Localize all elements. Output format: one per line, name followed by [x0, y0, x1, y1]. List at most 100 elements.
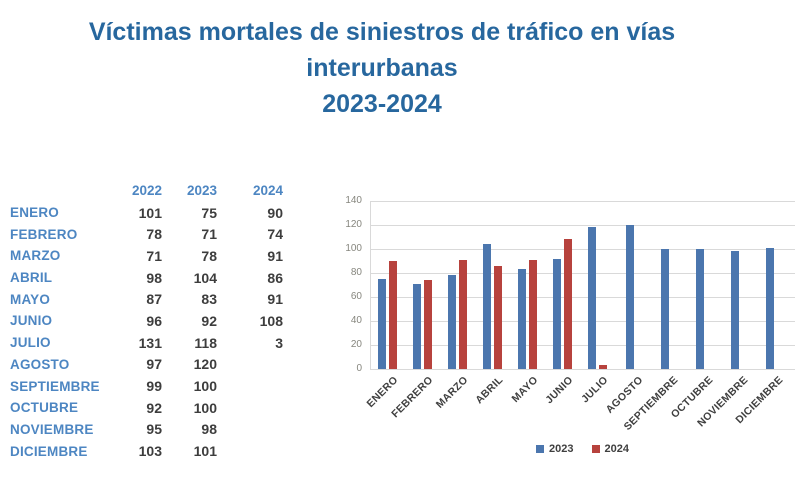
- month-label: OCTUBRE: [10, 400, 79, 416]
- x-axis-label: MARZO: [433, 374, 470, 411]
- month-label: FEBRERO: [10, 226, 78, 242]
- bar-2024: [424, 280, 432, 369]
- month-label: ABRIL: [10, 270, 53, 286]
- month-label: JUNIO: [10, 313, 53, 329]
- bar-2024: [599, 365, 607, 369]
- value-2023: 98: [201, 421, 217, 438]
- gridline: [370, 201, 795, 202]
- header-2022: 2022: [131, 183, 162, 199]
- bar-2023: [413, 283, 421, 369]
- bar-2023: [696, 249, 704, 369]
- bar-2023: [553, 258, 561, 369]
- month-label: NOVIEMBRE: [10, 421, 94, 437]
- gridline: [370, 249, 795, 250]
- table-header-row: 2022 2023 2024: [10, 180, 283, 202]
- bar-2023: [448, 275, 456, 369]
- chart-legend: 2023 2024: [370, 443, 795, 455]
- gridline: [370, 273, 795, 274]
- legend-label: 2024: [604, 443, 629, 455]
- y-axis-tick-label: 0: [356, 363, 362, 374]
- month-label: ENERO: [10, 205, 60, 221]
- y-axis-tick-label: 140: [345, 195, 362, 206]
- bar-2023: [518, 269, 526, 369]
- value-2024: 91: [267, 247, 283, 264]
- table-row: FEBRERO 78 71 74: [10, 223, 283, 245]
- legend-item-2024: 2024: [591, 443, 629, 455]
- title-line-1: Víctimas mortales de siniestros de tráfi…: [88, 18, 676, 46]
- bar-2024: [389, 261, 397, 369]
- value-2022: 96: [146, 312, 162, 329]
- table-row: ABRIL 98 104 86: [10, 267, 283, 289]
- bar-2024: [564, 239, 572, 369]
- value-2024: 108: [259, 312, 283, 329]
- month-label: AGOSTO: [10, 356, 70, 372]
- table-row: NOVIEMBRE 95 98: [10, 419, 283, 441]
- y-axis-tick-label: 40: [350, 315, 362, 326]
- table-row: MARZO 71 78 91: [10, 245, 283, 267]
- month-label: SEPTIEMBRE: [10, 378, 100, 394]
- table-row: JULIO 131 118 3: [10, 332, 283, 354]
- value-2024: 90: [267, 204, 283, 221]
- value-2023: 101: [193, 443, 217, 460]
- bar-2023: [483, 244, 491, 369]
- table-row: JUNIO 96 92 108: [10, 310, 283, 332]
- value-2023: 78: [201, 247, 217, 264]
- page-title: Víctimas mortales de siniestros de tráfi…: [0, 14, 764, 122]
- y-axis-tick-label: 120: [345, 219, 362, 230]
- table-row: MAYO 87 83 91: [10, 288, 283, 310]
- value-2023: 75: [201, 204, 217, 221]
- header-2024: 2024: [252, 183, 283, 199]
- month-label: JULIO: [10, 335, 51, 351]
- value-2022: 103: [138, 443, 162, 460]
- value-2022: 98: [146, 269, 162, 286]
- title-line-2: interurbanas: [306, 54, 458, 82]
- bar-2023: [626, 225, 634, 369]
- bar-2024: [459, 259, 467, 369]
- value-2022: 78: [146, 226, 162, 243]
- title-line-3: 2023-2024: [322, 90, 442, 118]
- legend-item-2023: 2023: [536, 443, 574, 455]
- month-label: MAYO: [10, 291, 51, 307]
- x-axis-label: NOVIEMBRE: [694, 374, 750, 430]
- bar-2023: [731, 251, 739, 369]
- bar-2024: [494, 265, 502, 369]
- legend-swatch: [591, 445, 600, 453]
- gridline: [370, 321, 795, 322]
- x-axis-label: OCTUBRE: [668, 374, 715, 421]
- value-2023: 71: [201, 226, 217, 243]
- x-axis-label: ABRIL: [472, 374, 505, 407]
- x-axis-label: MAYO: [509, 374, 540, 405]
- gridline: [370, 345, 795, 346]
- value-2023: 92: [201, 312, 217, 329]
- gridline: [370, 297, 795, 298]
- value-2024: 86: [267, 269, 283, 286]
- value-2023: 120: [193, 356, 217, 373]
- value-2022: 87: [146, 291, 162, 308]
- month-label: DICIEMBRE: [10, 443, 88, 459]
- y-axis-tick-label: 80: [350, 267, 362, 278]
- gridline: [370, 369, 795, 370]
- bar-2024: [529, 259, 537, 369]
- value-2024: 74: [267, 226, 283, 243]
- table-row: SEPTIEMBRE 99 100: [10, 375, 283, 397]
- x-axis-label: AGOSTO: [603, 374, 645, 416]
- value-2022: 97: [146, 356, 162, 373]
- y-axis-tick-label: 60: [350, 291, 362, 302]
- y-axis-tick-label: 100: [345, 243, 362, 254]
- table-body: ENERO 101 75 90 FEBRERO 78 71 74 MARZO 71 78 91 ABRI…: [10, 202, 283, 462]
- x-axis-label: DICIEMBRE: [732, 374, 785, 427]
- bar-2023: [661, 249, 669, 369]
- x-axis-label: FEBRERO: [388, 374, 435, 421]
- value-2023: 104: [193, 269, 217, 286]
- bar-2023: [766, 247, 774, 369]
- value-2022: 131: [138, 334, 162, 351]
- x-axis-label: JULIO: [578, 374, 610, 406]
- table-row: DICIEMBRE 103 101: [10, 440, 283, 462]
- value-2023: 100: [193, 378, 217, 395]
- value-2022: 71: [146, 247, 162, 264]
- month-label: MARZO: [10, 248, 61, 264]
- x-axis-label: ENERO: [364, 374, 400, 410]
- header-2023: 2023: [186, 183, 217, 199]
- monthly-table: 2022 2023 2024 ENERO 101 75 90 FEBRERO 78 71 74…: [10, 180, 283, 462]
